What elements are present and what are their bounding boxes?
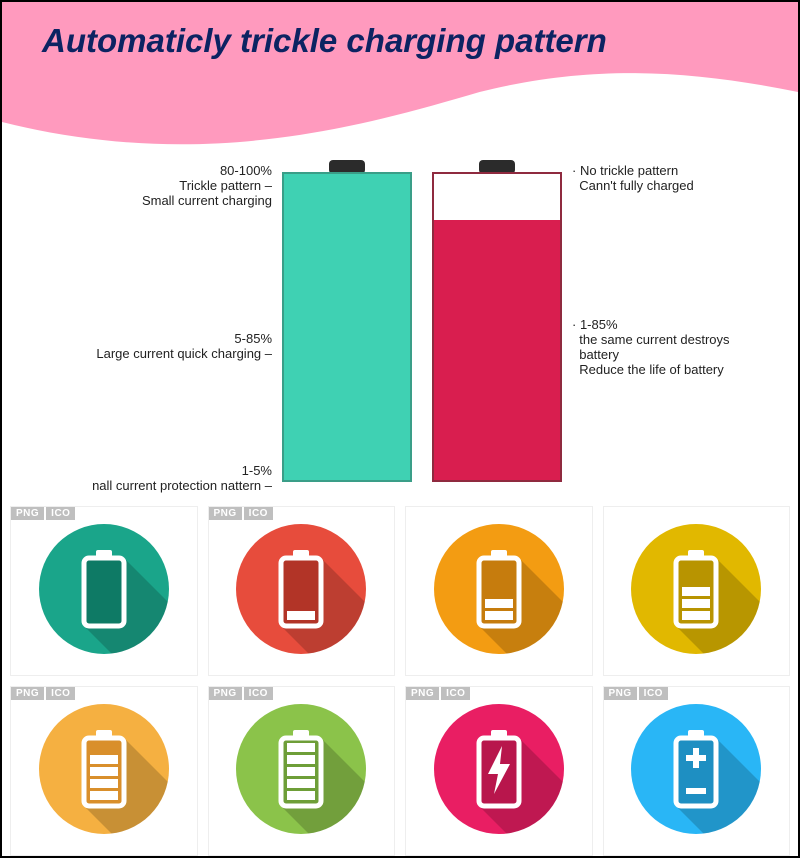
battery-icon-card[interactable]: PNGICO [10,686,198,856]
battery-icon-card[interactable]: PNGICO [405,686,593,856]
battery-icon-card[interactable] [405,506,593,676]
format-badge: PNG [604,687,637,700]
battery-icon [29,694,179,849]
page-title: Automaticly trickle charging pattern [42,22,607,60]
format-badge: ICO [244,507,273,520]
battery-fill [434,220,560,480]
battery-no-trickle [432,172,562,482]
battery-body [282,172,412,482]
charging-diagram: 80-100%Trickle pattern –Small current ch… [2,152,798,502]
battery-icon [621,694,771,849]
diagram-right-label: · 1-85% the same current destroys batter… [572,318,730,378]
format-badge: ICO [46,507,75,520]
battery-icon-card[interactable]: PNGICO [10,506,198,676]
format-badge: PNG [11,687,44,700]
battery-icon [226,694,376,849]
diagram-right-label: · No trickle pattern Cann't fully charge… [572,164,694,194]
battery-icon [29,514,179,669]
battery-icon-card[interactable]: PNGICO [208,686,396,856]
battery-icon-card[interactable] [603,506,791,676]
battery-icon [621,514,771,669]
format-badge: ICO [244,687,273,700]
battery-icon [424,694,574,849]
battery-icon [226,514,376,669]
battery-icon-card[interactable]: PNGICO [208,506,396,676]
diagram-left-label: 1-5%nall current protection nattern – [92,464,272,494]
format-badge: ICO [46,687,75,700]
diagram-left-label: 80-100%Trickle pattern –Small current ch… [142,164,272,209]
format-badge: PNG [209,687,242,700]
header: Automaticly trickle charging pattern [2,2,798,172]
battery-icon [424,514,574,669]
format-badge: ICO [639,687,668,700]
battery-fill [284,174,410,480]
format-badge: ICO [441,687,470,700]
diagram-left-label: 5-85%Large current quick charging – [96,332,272,362]
battery-icon-card[interactable]: PNGICO [603,686,791,856]
format-badge: PNG [209,507,242,520]
format-badge: PNG [11,507,44,520]
battery-body [432,172,562,482]
battery-trickle [282,172,412,482]
battery-icon-grid: PNGICO PNGICO [2,502,798,858]
format-badge: PNG [406,687,439,700]
